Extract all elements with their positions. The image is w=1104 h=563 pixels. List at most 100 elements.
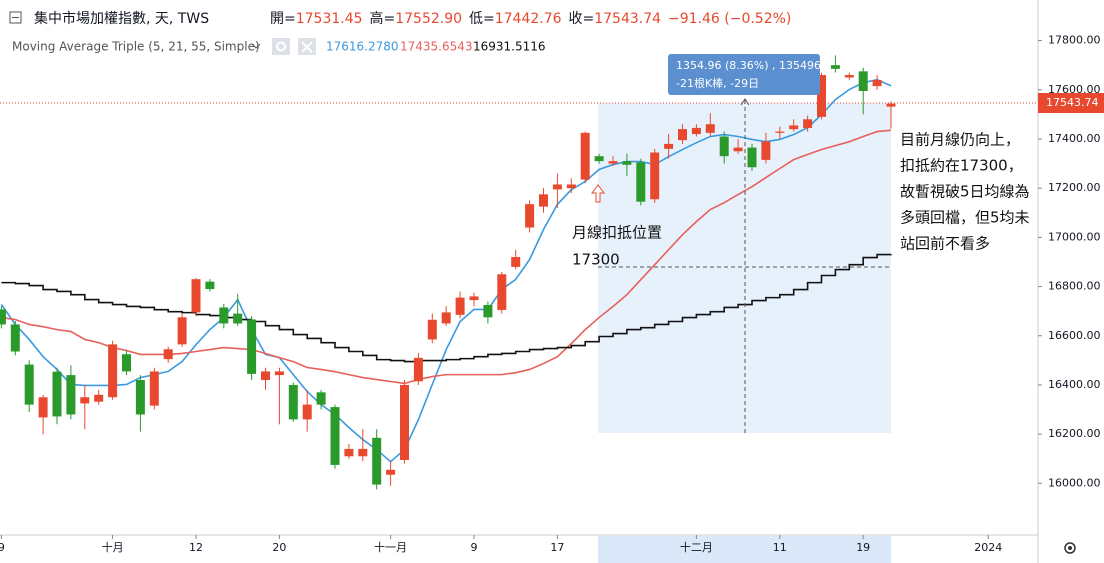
candle-body [872, 79, 882, 87]
indicator-value: 16931.5116 [473, 40, 546, 54]
candle-body [330, 407, 340, 465]
note: 故暫視破5日均線為 [900, 183, 1030, 201]
candle-body [344, 448, 354, 457]
indicator-value: 17616.2780 [326, 40, 399, 54]
quote-value: 17543.74 [594, 11, 661, 27]
settings-icon [1068, 546, 1072, 550]
candle-body [664, 143, 674, 149]
candle-body [10, 324, 20, 352]
note: 17300 [572, 251, 620, 269]
candle-body [122, 354, 131, 372]
settings-button[interactable] [272, 38, 290, 55]
collapse-icon[interactable] [9, 11, 22, 24]
candle-body [441, 312, 451, 324]
candle-body [427, 319, 437, 340]
note: 月線扣抵位置 [572, 224, 662, 242]
measure-arrow [740, 98, 750, 106]
x-tick-label: 19 [856, 541, 870, 554]
candle-body [205, 281, 215, 290]
y-tick-label: 17000.00 [1048, 230, 1101, 243]
y-tick-label: 17200.00 [1048, 181, 1101, 194]
candle-body [761, 141, 771, 160]
candle-body [539, 194, 548, 207]
chart-title: 集中市場加權指數, 天, TWS [34, 10, 209, 27]
candle-body [775, 131, 785, 133]
candle-body [358, 448, 368, 457]
candle-body [177, 317, 187, 345]
note: 多頭回檔，但5均未 [900, 209, 1030, 227]
axis-highlight [598, 536, 891, 563]
candle-body [149, 371, 159, 406]
candle-body [705, 124, 715, 133]
candle-body [747, 147, 757, 168]
candle-body [733, 147, 743, 152]
remove-icon [301, 41, 313, 53]
marker-arrow [591, 184, 605, 203]
candle-body [0, 309, 6, 325]
candle-body [594, 156, 604, 162]
note: 扣抵約在17300， [900, 157, 1023, 175]
x-tick-label: 9 [471, 541, 478, 554]
candle-body [691, 127, 701, 135]
change: −91.46 (−0.52%) [668, 11, 791, 27]
settings-icon[interactable] [1064, 542, 1076, 554]
quote-label: 高= [370, 10, 396, 27]
quote-label: 開= [270, 11, 296, 27]
quote-label: 收= [569, 11, 595, 27]
candle-body [455, 297, 465, 315]
x-tick-label: 17 [550, 541, 564, 554]
y-tick-label: 16000.00 [1048, 476, 1101, 489]
candle-body [372, 437, 382, 485]
candle-body [844, 75, 854, 78]
candle-body [316, 392, 326, 405]
x-tick-label: 12 [189, 541, 203, 554]
note: 目前月線仍向上， [900, 131, 1020, 149]
candle-body [261, 371, 270, 381]
candle-body [608, 161, 618, 164]
x-tick-label: 9 [0, 541, 5, 554]
x-tick-label: 20 [272, 541, 286, 554]
quote-value: 17442.76 [495, 11, 562, 27]
candle-body [52, 371, 62, 417]
settings-icon [276, 41, 286, 52]
candle-body [108, 344, 118, 398]
ma-line [0, 78, 892, 463]
candle-body [274, 371, 284, 376]
candle-body [580, 132, 590, 180]
ma-line [1, 129, 892, 385]
indicator-value: 17435.6543 [400, 40, 473, 54]
candle-body [191, 279, 201, 313]
candle-body [94, 394, 104, 402]
candle-body [135, 380, 145, 415]
candle-body [830, 65, 840, 69]
candle-body [858, 71, 868, 92]
candle-body [288, 384, 298, 420]
candle-body [247, 319, 257, 374]
candle-body [302, 404, 312, 420]
candle-body [886, 103, 896, 107]
candle-body [817, 75, 826, 117]
measure-tooltip [668, 54, 820, 95]
candle-body [636, 162, 646, 202]
ma-line [1, 253, 892, 363]
indicator-name: Moving Average Triple (5, 21, 55, Simple… [12, 40, 260, 54]
quote-value: 17552.90 [395, 11, 462, 27]
candle-body [789, 125, 799, 130]
candle-body [650, 152, 660, 200]
candle-body [219, 307, 229, 324]
y-tick-label: 17400.00 [1048, 132, 1101, 145]
note: 站回前不看多 [900, 235, 990, 253]
candle-body [400, 384, 409, 460]
quote-value: 17531.45 [296, 11, 363, 27]
y-tick-label: 16200.00 [1048, 427, 1101, 440]
quote-label: 低= [469, 11, 495, 27]
candle-body [38, 397, 48, 418]
candle-body [566, 184, 576, 189]
dropdown[interactable] [251, 43, 261, 49]
y-tick-label: 16800.00 [1048, 280, 1101, 293]
candle-body [511, 257, 521, 267]
price-tag-text: 17543.74 [1046, 96, 1099, 109]
plot [0, 55, 896, 490]
candle-body [483, 305, 493, 318]
